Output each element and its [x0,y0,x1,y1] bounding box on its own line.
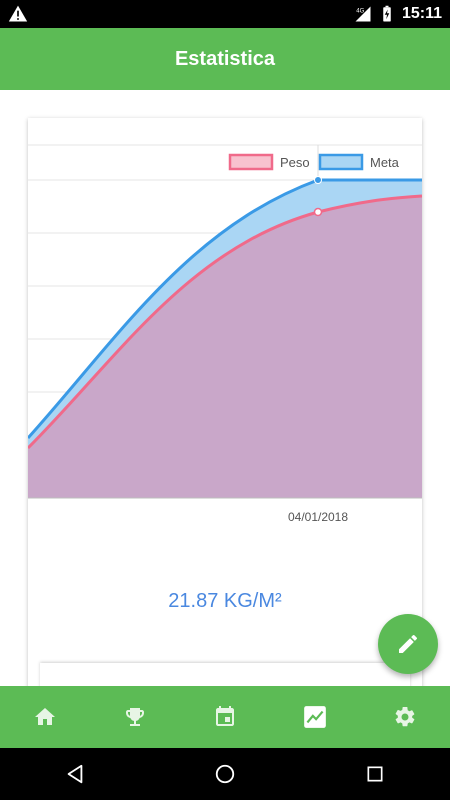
nav-calendar[interactable] [195,686,255,748]
home-icon [33,705,57,729]
nav-statistics[interactable] [285,686,345,748]
home-button[interactable] [195,748,255,800]
system-navigation [0,748,450,800]
peso-point[interactable] [315,209,322,216]
trophy-icon [123,705,147,729]
nav-trophy[interactable] [105,686,165,748]
home-circle-icon [214,763,236,785]
status-time: 15:11 [402,5,442,23]
meta-point[interactable] [315,177,322,184]
calendar-icon [213,705,237,729]
status-bar: 4G 15:11 [0,0,450,28]
bmi-value: 21.87 KG/M² [28,590,422,613]
battery-charging-icon [378,5,396,23]
legend-peso-swatch [230,155,272,169]
network-label: 4G [356,9,364,15]
signal-icon: 4G [354,5,372,23]
page-title: Estatistica [175,48,275,71]
back-icon [64,763,86,785]
legend-meta-swatch [320,155,362,169]
legend-meta-label: Meta [370,155,400,170]
chart-icon [302,704,328,730]
bottom-navigation [0,686,450,748]
edit-icon [396,632,420,656]
legend-peso-label: Peso [280,155,310,170]
back-button[interactable] [45,748,105,800]
recents-button[interactable] [345,748,405,800]
nav-settings[interactable] [375,686,435,748]
x-tick-label: 04/01/2018 [288,510,348,524]
app-bar: Estatistica [0,28,450,90]
nav-home[interactable] [15,686,75,748]
chart-legend: Peso Meta [230,155,400,170]
recents-icon [365,764,385,784]
warning-icon [8,4,28,24]
edit-button[interactable] [378,614,438,674]
gear-icon [393,705,417,729]
weight-chart[interactable]: Peso Meta 04/01/2018 [28,118,422,538]
